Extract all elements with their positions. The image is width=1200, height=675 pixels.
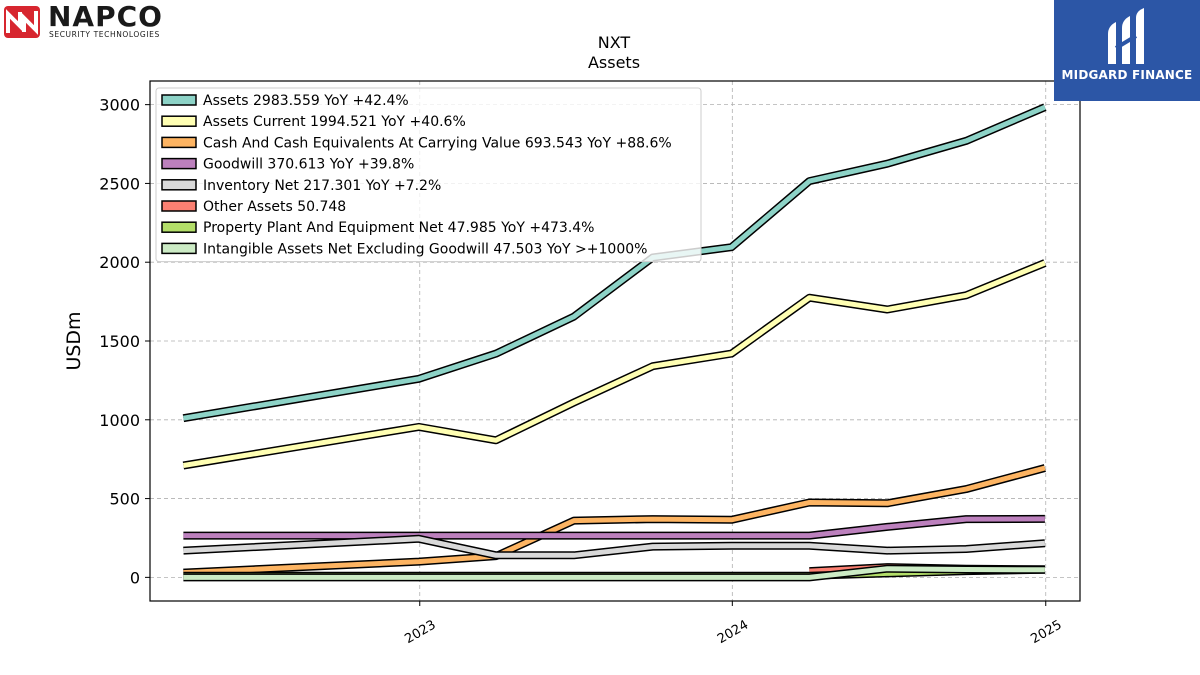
napco-tagline: SECURITY TECHNOLOGIES [49,30,160,39]
x-tick-label: 2023 [402,618,438,648]
y-axis-label: USDm [63,311,85,370]
legend-entry: Intangible Assets Net Excluding Goodwill… [203,241,647,257]
legend-entry: Assets Current 1994.521 YoY +40.6% [203,114,466,130]
series-lines [182,103,1047,582]
chart-subtitle: Assets [588,53,640,72]
legend-swatch [161,157,197,170]
series-line [182,259,1047,470]
y-tick-label: 500 [109,490,140,509]
x-tick-label: 2024 [715,618,751,648]
series-line-core [183,536,1046,558]
series-line [183,464,1046,577]
series-line-core [183,516,1045,539]
y-tick-label: 2000 [99,253,140,272]
midgard-mark-icon [1108,8,1144,64]
y-tick-label: 2500 [99,174,140,193]
legend-swatch [161,200,197,212]
legend: Assets 2983.559 YoY +42.4% Assets Current… [155,87,702,263]
series-line-core [183,465,1046,576]
y-tick-label: 0 [130,568,140,587]
napco-logo: NAPCO SECURITY TECHNOLOGIES [4,0,209,40]
legend-swatch [161,94,197,106]
legend-entry: Cash And Cash Equivalents At Carrying Va… [203,135,672,151]
legend-entry: Inventory Net 217.301 YoY +7.2% [203,178,441,194]
series-line-core [183,566,1045,580]
x-tick-label: 2025 [1028,618,1064,648]
midgard-logo: MIDGARD FINANCE [1054,0,1200,101]
y-tick-label: 1500 [99,332,140,351]
series-line [183,534,1046,560]
chart-title: NXT [598,33,631,52]
legend-swatch [161,242,197,255]
legend-entry: Goodwill 370.613 YoY +39.8% [203,157,414,173]
legend-entry: Assets 2983.559 YoY +42.4% [203,93,409,109]
series-line-outline [182,259,1047,470]
y-tick-label: 3000 [99,96,140,115]
napco-mark-icon [4,6,40,38]
legend-entry: Property Plant And Equipment Net 47.985 … [203,220,594,236]
series-line [183,514,1045,540]
legend-swatch [161,115,197,127]
legend-box [155,87,702,263]
series-line-core [182,260,1046,468]
legend-swatch [161,179,197,191]
midgard-name: MIDGARD FINANCE [1061,68,1193,82]
y-tick-label: 1000 [99,411,140,430]
legend-swatch [161,221,197,233]
napco-name: NAPCO [48,0,163,33]
legend-swatch [161,136,197,149]
series-line [183,564,1045,582]
legend-entry: Other Assets 50.748 [203,199,346,215]
